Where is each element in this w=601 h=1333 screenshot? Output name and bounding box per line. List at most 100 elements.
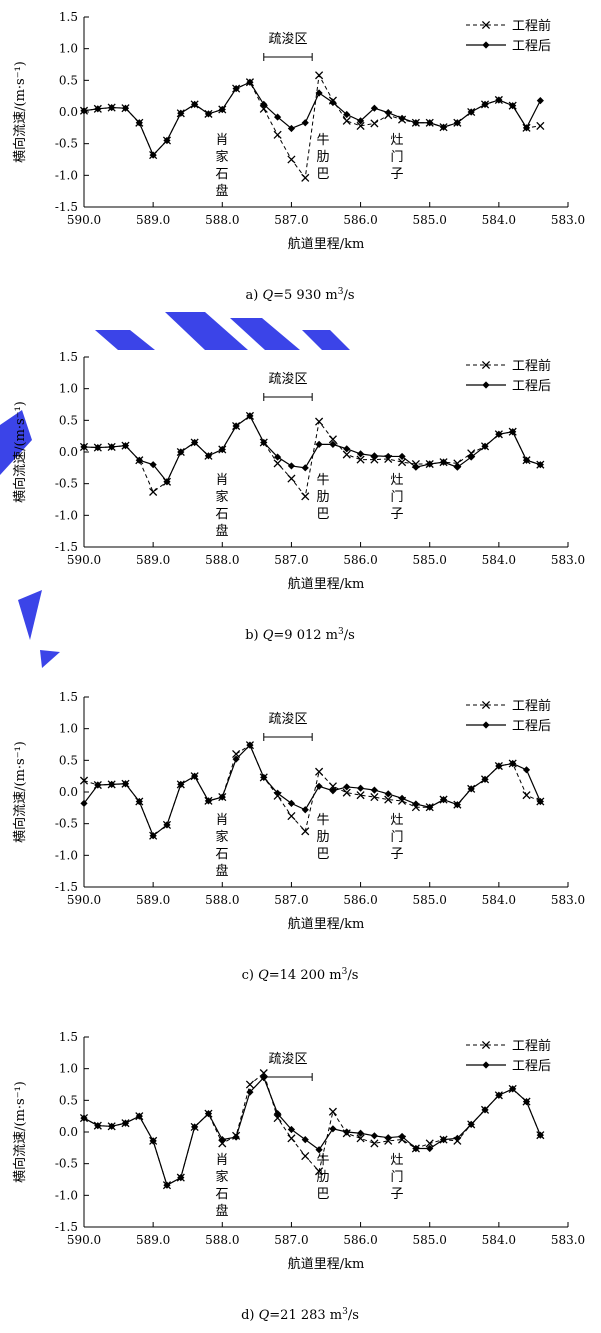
diamond-marker — [356, 450, 365, 458]
legend-label-before: 工程前 — [512, 358, 551, 374]
diamond-marker — [467, 108, 475, 116]
panel-caption: b) Q=9 012 m3/s — [245, 627, 355, 643]
diamond-marker — [412, 119, 420, 127]
caption-variable: Q — [262, 288, 273, 303]
place-label-2: 牛 — [316, 813, 329, 828]
legend-label-after: 工程后 — [512, 719, 551, 734]
y-axis-label: 横向流速/(m·s⁻¹) — [12, 741, 28, 843]
y-tick-label: 1.0 — [59, 42, 78, 56]
x-marker — [481, 360, 491, 370]
caption-unit: /s — [344, 628, 355, 643]
y-tick-label: -1.5 — [55, 1220, 78, 1234]
x-marker — [301, 827, 310, 836]
diamond-marker — [287, 799, 296, 807]
diamond-marker — [218, 793, 226, 801]
place-label-2: 巴 — [316, 847, 329, 862]
x-marker — [259, 1069, 268, 1078]
diamond-marker — [412, 463, 420, 471]
y-tick-label: -1.0 — [55, 168, 78, 182]
y-tick-label: -0.5 — [55, 1157, 78, 1171]
x-marker — [384, 795, 393, 804]
caption-superscript: 3 — [338, 287, 344, 297]
x-marker — [397, 458, 407, 467]
place-label-1: 石 — [215, 1187, 228, 1202]
diamond-marker — [80, 107, 88, 115]
diamond-marker — [522, 766, 531, 774]
x-tick-label: 583.0 — [551, 213, 585, 227]
dredge-zone-bracket — [263, 733, 313, 741]
diamond-marker — [177, 109, 185, 117]
watermark-graphic — [0, 312, 350, 668]
x-marker — [342, 116, 351, 125]
diamond-marker — [536, 1131, 544, 1139]
diamond-marker — [260, 1073, 268, 1082]
x-marker — [149, 487, 158, 496]
x-marker — [301, 492, 310, 501]
caption-prefix: c) — [242, 968, 259, 983]
place-label-2: 巴 — [316, 1187, 329, 1202]
caption-superscript: 3 — [342, 967, 348, 977]
y-axis-label: 横向流速/(m·s⁻¹) — [12, 61, 28, 163]
caption-unit: /s — [347, 968, 358, 983]
diamond-marker — [343, 1128, 351, 1136]
x-axis-label: 航道里程/km — [288, 916, 365, 932]
x-tick-label: 587.0 — [274, 213, 308, 227]
diamond-marker — [522, 124, 531, 132]
diamond-marker — [149, 832, 157, 840]
watermark-stroke — [165, 312, 248, 350]
y-tick-label: -1.5 — [55, 540, 78, 554]
caption-value: =9 012 m — [273, 628, 338, 643]
place-label-1: 家 — [215, 1169, 228, 1185]
y-tick-label: 1.5 — [59, 350, 78, 364]
x-tick-label: 588.0 — [205, 893, 239, 907]
diamond-marker — [398, 114, 406, 122]
place-label-1: 石 — [215, 167, 228, 182]
diamond-marker — [260, 438, 268, 447]
watermark-stroke — [230, 318, 300, 350]
x-marker — [481, 1040, 491, 1050]
diamond-marker — [495, 430, 503, 438]
diamond-marker — [149, 1137, 157, 1145]
series-before — [79, 1069, 545, 1190]
diamond-marker — [301, 119, 309, 127]
caption-prefix: a) — [245, 288, 262, 303]
diamond-marker — [287, 1125, 296, 1134]
x-tick-label: 589.0 — [136, 1233, 170, 1247]
place-label-3: 子 — [390, 1187, 403, 1202]
caption-value: =14 200 m — [269, 968, 342, 983]
place-label-1: 石 — [215, 507, 228, 522]
diamond-marker — [191, 100, 199, 108]
place-label-2: 肋 — [316, 150, 329, 165]
diamond-marker — [536, 97, 544, 105]
place-label-2: 肋 — [316, 1170, 329, 1185]
x-tick-label: 584.0 — [482, 213, 516, 227]
diamond-marker — [135, 1112, 143, 1120]
watermark-stroke — [18, 590, 42, 640]
caption-variable: Q — [259, 1308, 270, 1323]
diamond-marker — [426, 460, 434, 468]
place-label-3: 灶 — [390, 473, 403, 488]
diamond-marker — [177, 780, 185, 788]
diamond-marker — [481, 775, 489, 783]
series-line-before — [83, 1072, 541, 1186]
series-line-after — [83, 81, 541, 157]
place-label-2: 牛 — [316, 473, 329, 488]
place-label-1: 盘 — [215, 863, 228, 879]
diamond-marker — [80, 443, 88, 451]
caption-prefix: d) — [241, 1308, 259, 1323]
x-marker — [301, 173, 310, 182]
caption-superscript: 3 — [338, 627, 344, 637]
diamond-marker — [80, 799, 88, 807]
legend-label-before: 工程前 — [512, 698, 551, 714]
series-line-before — [83, 744, 541, 837]
y-tick-label: 0.5 — [59, 753, 78, 767]
caption-value: =21 283 m — [269, 1308, 342, 1323]
caption-prefix: b) — [245, 628, 263, 643]
diamond-marker — [482, 381, 490, 389]
diamond-marker — [163, 136, 171, 145]
x-tick-label: 590.0 — [67, 893, 101, 907]
series-line-after — [83, 744, 541, 837]
x-marker — [287, 812, 296, 821]
